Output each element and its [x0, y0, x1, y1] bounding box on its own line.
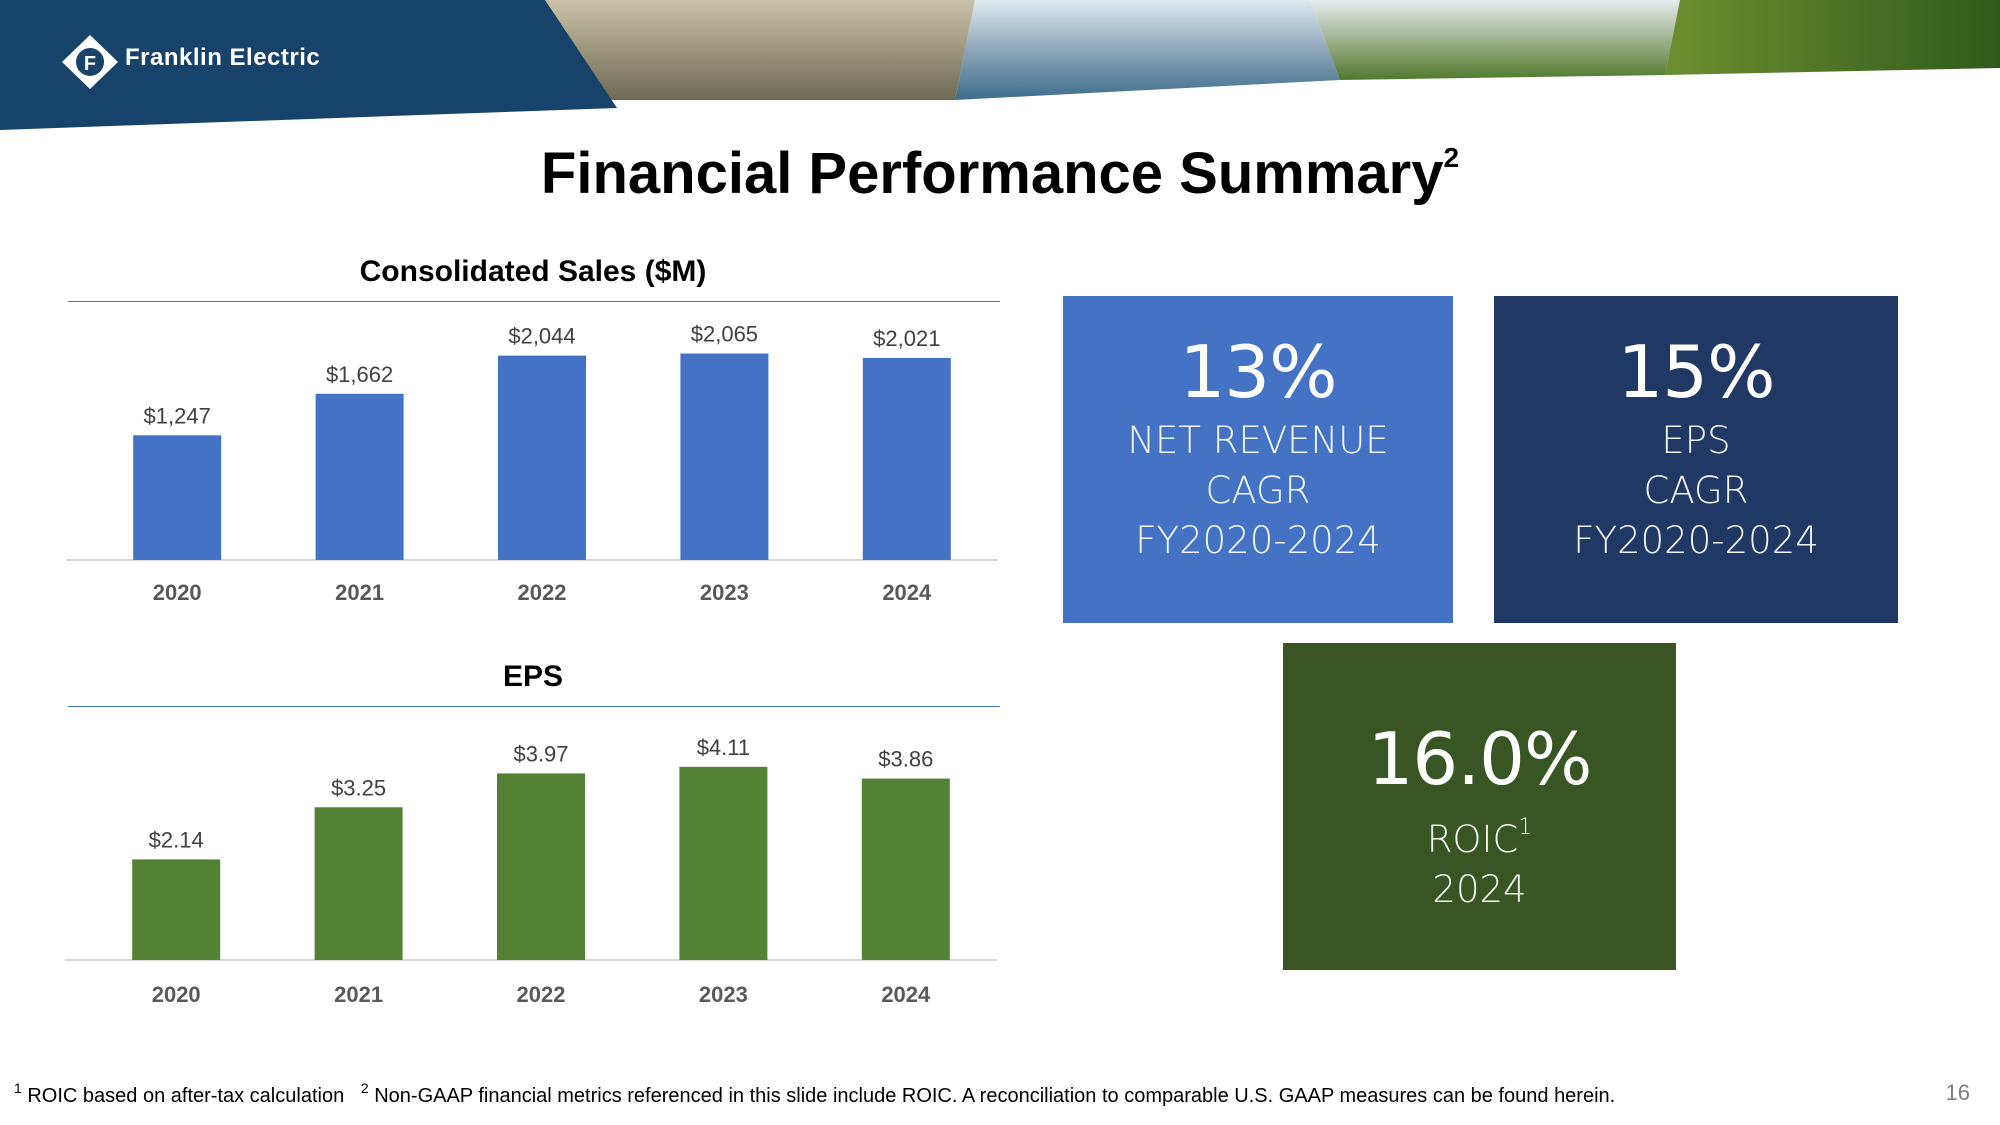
header-graphic: F: [0, 0, 2000, 130]
sales-data-label-2023: $2,065: [691, 322, 758, 347]
eps-bar-2021: [314, 807, 403, 960]
kpi-eps-label: EPS: [1661, 419, 1731, 462]
kpi-eps-metric: CAGR: [1643, 469, 1749, 512]
kpi-roic: 16.0% ROIC1 2024: [1283, 643, 1676, 970]
kpi-net-revenue-cagr: 13% NET REVENUE CAGR FY2020-2024: [1063, 296, 1453, 623]
sales-bar-2024: [862, 357, 951, 560]
water-treatment-photo-panel: [955, 0, 1340, 100]
eps-tick-label-2021: 2021: [334, 982, 383, 1007]
sales-bar-2022: [498, 355, 586, 560]
kpi-net-revenue-value: 13%: [1179, 330, 1337, 414]
footnote-1-marker: 1: [14, 1080, 22, 1096]
kpi-roic-label: ROIC1: [1283, 803, 1676, 865]
kpi-eps-period: FY2020-2024: [1573, 519, 1819, 562]
footnote-2: Non-GAAP financial metrics referenced in…: [374, 1085, 1616, 1107]
sales-chart: $1,247 2020 $1,662 2021 $2,044 2022 $2,065 2023…: [66, 322, 998, 605]
sales-tick-label-2023: 2023: [700, 580, 749, 605]
page-title-text: Financial Performance Summary: [540, 141, 1444, 206]
sales-chart-title-rule: [68, 301, 1000, 302]
footnotes: 1 ROIC based on after-tax calculation 2 …: [14, 1080, 1615, 1108]
page-title: Financial Performance Summary2: [0, 140, 2000, 207]
eps-chart: $2.14 2020 $3.25 2021 $3.97 2022 $4.11 2023 $3.8…: [65, 735, 997, 1007]
sales-tick-label-2024: 2024: [882, 580, 932, 605]
eps-data-label-2022: $3.97: [513, 741, 568, 766]
eps-bar-2020: [132, 859, 221, 960]
page-number: 16: [1945, 1080, 1970, 1105]
page-title-footnote-marker: 2: [1443, 142, 1460, 173]
kpi-eps-cagr: 15% EPS CAGR FY2020-2024: [1494, 296, 1898, 623]
sales-tick-label-2020: 2020: [153, 580, 202, 605]
sales-tick-label-2021: 2021: [335, 580, 384, 605]
eps-tick-label-2022: 2022: [517, 982, 566, 1007]
kpi-roic-footnote-marker: 1: [1518, 815, 1533, 840]
eps-chart-title: EPS: [502, 660, 564, 693]
city-photo-panel: [540, 0, 975, 100]
footnote-1: ROIC based on after-tax calculation: [27, 1085, 345, 1107]
eps-data-label-2021: $3.25: [331, 775, 386, 800]
eps-chart-title-rule: [68, 706, 1000, 707]
sales-data-label-2022: $2,044: [508, 324, 575, 349]
sales-bar-2023: [680, 353, 769, 560]
eps-data-label-2024: $3.86: [878, 747, 933, 772]
eps-tick-label-2024: 2024: [881, 982, 931, 1007]
brand-name: Franklin Electric: [125, 44, 321, 71]
kpi-net-revenue-period: FY2020-2024: [1135, 519, 1381, 562]
eps-bar-2023: [679, 766, 768, 960]
sales-bar-2021: [315, 393, 404, 560]
eps-bar-2022: [497, 773, 585, 960]
eps-bar-2024: [861, 778, 950, 960]
kpi-eps-value: 15%: [1617, 330, 1775, 414]
sales-data-label-2020: $1,247: [144, 403, 211, 428]
eps-tick-label-2023: 2023: [699, 982, 748, 1007]
brand-panel: [0, 0, 617, 130]
franklin-electric-logo-icon: F: [62, 35, 118, 89]
kpi-roic-period: 2024: [1432, 868, 1527, 911]
svg-text:F: F: [84, 53, 96, 75]
kpi-net-revenue-label: NET REVENUE: [1127, 419, 1389, 462]
kpi-roic-value: 16.0%: [1367, 717, 1593, 801]
sales-data-label-2024: $2,021: [873, 326, 940, 351]
irrigation-photo-panel: [1310, 0, 1680, 80]
kpi-net-revenue-metric: CAGR: [1205, 469, 1311, 512]
eps-data-label-2023: $4.11: [697, 735, 750, 760]
sales-data-label-2021: $1,662: [326, 362, 393, 387]
sprinkler-photo-panel: [1665, 0, 2000, 75]
sales-chart-title: Consolidated Sales ($M): [359, 255, 707, 288]
footnote-2-marker: 2: [360, 1080, 369, 1096]
kpi-roic-label-text: ROIC: [1426, 818, 1519, 861]
sales-bar-2020: [133, 435, 222, 560]
eps-data-label-2020: $2.14: [149, 827, 204, 852]
header-banner: F Franklin Electric: [0, 0, 2000, 130]
sales-tick-label-2022: 2022: [518, 580, 567, 605]
eps-tick-label-2020: 2020: [152, 982, 201, 1007]
